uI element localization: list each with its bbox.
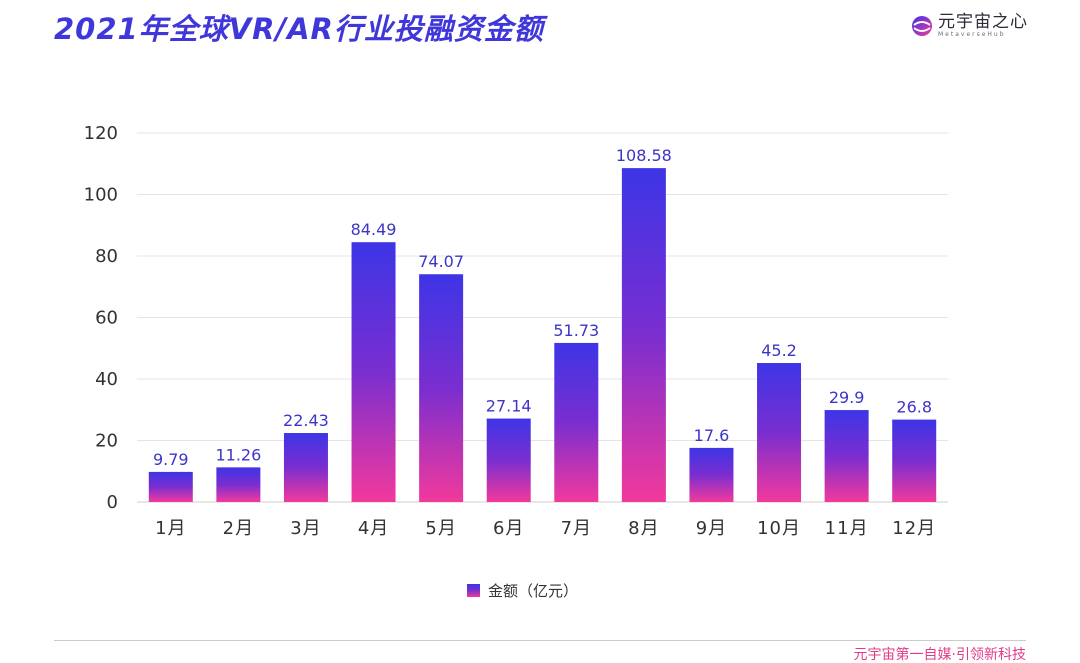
brand-logo-icon (912, 16, 932, 36)
x-axis-ticks: 1月 2月 3月 4月 5月 6月 7月 8月 9月 10月 11月 12月 (155, 518, 936, 539)
bar (757, 363, 802, 502)
data-label: 26.8 (896, 398, 932, 417)
y-tick-label: 80 (95, 246, 118, 267)
bar (892, 419, 937, 502)
y-tick-label: 120 (84, 123, 118, 144)
data-label: 74.07 (418, 252, 464, 271)
x-tick-label: 12月 (892, 518, 936, 539)
data-label: 108.58 (616, 146, 672, 165)
x-tick-label: 4月 (358, 518, 389, 539)
x-tick-label: 1月 (155, 518, 186, 539)
footer-divider (54, 640, 1026, 641)
legend-label: 金额（亿元） (488, 582, 578, 600)
x-tick-label: 11月 (825, 518, 869, 539)
page-title: 2021年全球VR/AR行业投融资金额 (54, 12, 544, 46)
x-tick-label: 9月 (696, 518, 727, 539)
data-label: 27.14 (486, 397, 532, 416)
brand: 元宇宙之心 MetaverseHub (911, 14, 1028, 38)
footer-text: 元宇宙第一自媒·引领新科技 (853, 647, 1026, 663)
x-tick-label: 7月 (561, 518, 592, 539)
data-label: 17.6 (694, 426, 730, 445)
bar (824, 410, 869, 502)
legend-swatch (467, 584, 480, 597)
gridlines (137, 132, 948, 503)
legend: 金额（亿元） (467, 582, 578, 600)
bar-chart: 0 20 40 60 80 100 120 9.79 11.26 22.43 84.49 74.07… (84, 123, 948, 600)
brand-name: 元宇宙之心 (938, 12, 1028, 32)
data-label: 22.43 (283, 411, 329, 430)
bar (621, 168, 666, 502)
bar (216, 467, 261, 502)
brand-subtitle: MetaverseHub (938, 31, 1006, 38)
data-label: 9.79 (153, 450, 189, 469)
bar (486, 418, 531, 502)
y-tick-label: 100 (84, 185, 118, 206)
data-labels: 9.79 11.26 22.43 84.49 74.07 27.14 51.73 108.58… (153, 146, 932, 469)
data-label: 51.73 (553, 321, 599, 340)
bar (689, 447, 734, 502)
y-axis-ticks: 0 20 40 60 80 100 120 (84, 123, 118, 513)
x-tick-label: 10月 (757, 518, 801, 539)
y-tick-label: 20 (95, 431, 118, 452)
data-label: 11.26 (215, 445, 261, 464)
data-label: 45.2 (761, 341, 797, 360)
y-tick-label: 60 (95, 308, 118, 329)
x-tick-label: 8月 (628, 518, 659, 539)
bar (554, 342, 599, 502)
y-tick-label: 40 (95, 369, 118, 390)
data-label: 29.9 (829, 388, 865, 407)
bar (419, 274, 464, 502)
x-tick-label: 5月 (425, 518, 456, 539)
x-tick-label: 3月 (290, 518, 321, 539)
bar (283, 433, 328, 502)
y-tick-label: 0 (107, 492, 118, 513)
x-tick-label: 2月 (223, 518, 254, 539)
x-tick-label: 6月 (493, 518, 524, 539)
bar (351, 242, 396, 503)
bar (148, 471, 193, 502)
data-label: 84.49 (351, 220, 397, 239)
bars (148, 168, 937, 503)
